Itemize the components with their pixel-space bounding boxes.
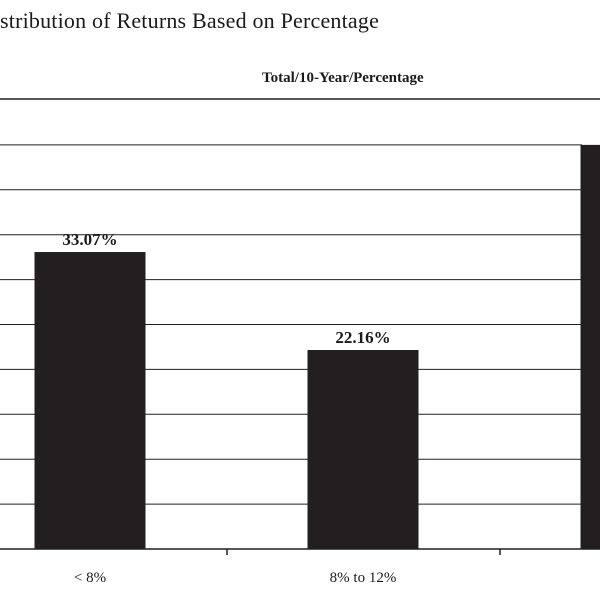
data-label: 22.16% (335, 328, 390, 347)
bar (580, 144, 600, 549)
category-label: 8% to 12% (330, 570, 397, 586)
data-label: 33.07% (62, 230, 117, 249)
bar (34, 252, 146, 549)
chart-subtitle: Total/10-Year/Percentage (262, 70, 424, 86)
category-label: < 8% (74, 570, 106, 586)
x-ticks (226, 549, 501, 555)
data-labels: 33.07% 22.16% (62, 230, 390, 347)
bars (34, 144, 600, 549)
category-labels: < 8% 8% to 12% (74, 570, 396, 586)
bar (307, 350, 419, 549)
chart-title: stribution of Returns Based on Percentag… (0, 8, 380, 33)
